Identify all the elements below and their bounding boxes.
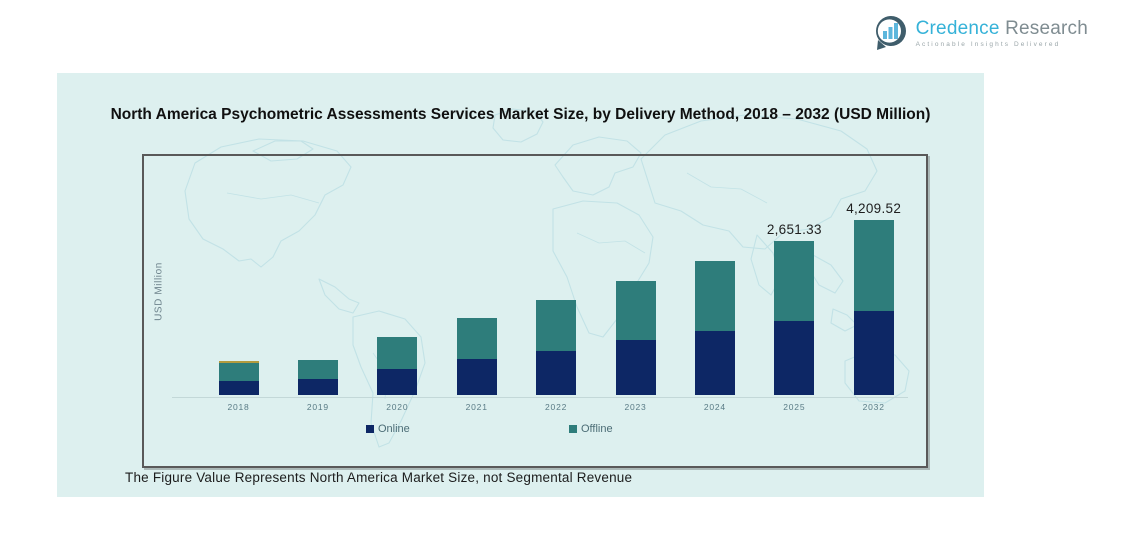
legend-label-online: Online — [378, 423, 410, 435]
x-tick-2025: 2025 — [783, 402, 806, 412]
bar-2022-offline-segment — [536, 300, 577, 351]
chart-card: North America Psychometric Assessments S… — [57, 73, 984, 497]
bar-2025-offline-segment — [774, 241, 815, 321]
brand-logo-icon — [875, 16, 906, 50]
brand-logo-text: Credence Research Actionable Insights De… — [916, 18, 1088, 48]
bar-2020-offline-segment — [377, 337, 418, 369]
x-tick-2021: 2021 — [465, 402, 488, 412]
legend-swatch-online-icon — [366, 425, 374, 433]
bar-2018-accent-strip — [218, 361, 259, 363]
brand-name-secondary: Research — [1005, 18, 1088, 39]
bar-2018-offline-segment — [218, 363, 259, 381]
brand-name: Credence Research — [916, 18, 1088, 40]
bar-2032 — [853, 220, 894, 395]
footnote: The Figure Value Represents North Americ… — [125, 470, 633, 485]
chart-title: North America Psychometric Assessments S… — [110, 106, 931, 123]
data-label-2025: 2,651.33 — [766, 222, 822, 237]
bar-2023-offline-segment — [615, 281, 656, 340]
bar-2019-online-segment — [297, 379, 338, 395]
legend: Online Offline — [144, 423, 926, 439]
x-tick-2019: 2019 — [306, 402, 329, 412]
x-tick-2020: 2020 — [386, 402, 409, 412]
x-tick-2032: 2032 — [862, 402, 885, 412]
bar-2023 — [615, 281, 656, 395]
bar-2020 — [377, 337, 418, 395]
x-tick-2024: 2024 — [703, 402, 726, 412]
bar-2018 — [218, 361, 259, 395]
bar-2024 — [694, 261, 735, 395]
bar-2023-online-segment — [615, 340, 656, 395]
legend-item-online: Online — [366, 423, 410, 435]
bar-2019 — [297, 360, 338, 395]
legend-swatch-offline-icon — [569, 425, 577, 433]
bar-2021-offline-segment — [456, 318, 497, 359]
bar-2025-online-segment — [774, 321, 815, 395]
brand-tagline: Actionable Insights Delivered — [915, 41, 1061, 48]
bar-2020-online-segment — [377, 369, 418, 395]
bar-2032-online-segment — [853, 311, 894, 395]
data-label-2032: 4,209.52 — [846, 201, 902, 216]
brand-logo: Credence Research Actionable Insights De… — [871, 13, 1088, 53]
brand-name-primary: Credence — [915, 18, 1000, 39]
bar-2022 — [536, 300, 577, 395]
bar-2018-online-segment — [218, 381, 259, 395]
bar-2019-offline-segment — [297, 360, 338, 379]
bar-2021-online-segment — [456, 359, 497, 395]
legend-item-offline: Offline — [569, 423, 613, 435]
bar-2022-online-segment — [536, 351, 577, 395]
bar-2024-offline-segment — [694, 261, 735, 331]
x-tick-2018: 2018 — [227, 402, 250, 412]
bar-2032-offline-segment — [853, 220, 894, 311]
y-axis-label: USD Million — [153, 262, 165, 321]
plot-area: USD Million 2018 2019 2020 2021 2022 2023 2024… — [142, 154, 928, 468]
x-tick-2023: 2023 — [624, 402, 647, 412]
legend-label-offline: Offline — [581, 423, 613, 435]
bar-2024-online-segment — [694, 331, 735, 395]
bar-2025 — [774, 241, 815, 395]
bar-2021 — [456, 318, 497, 395]
x-tick-2022: 2022 — [545, 402, 568, 412]
x-axis-line — [172, 397, 908, 398]
